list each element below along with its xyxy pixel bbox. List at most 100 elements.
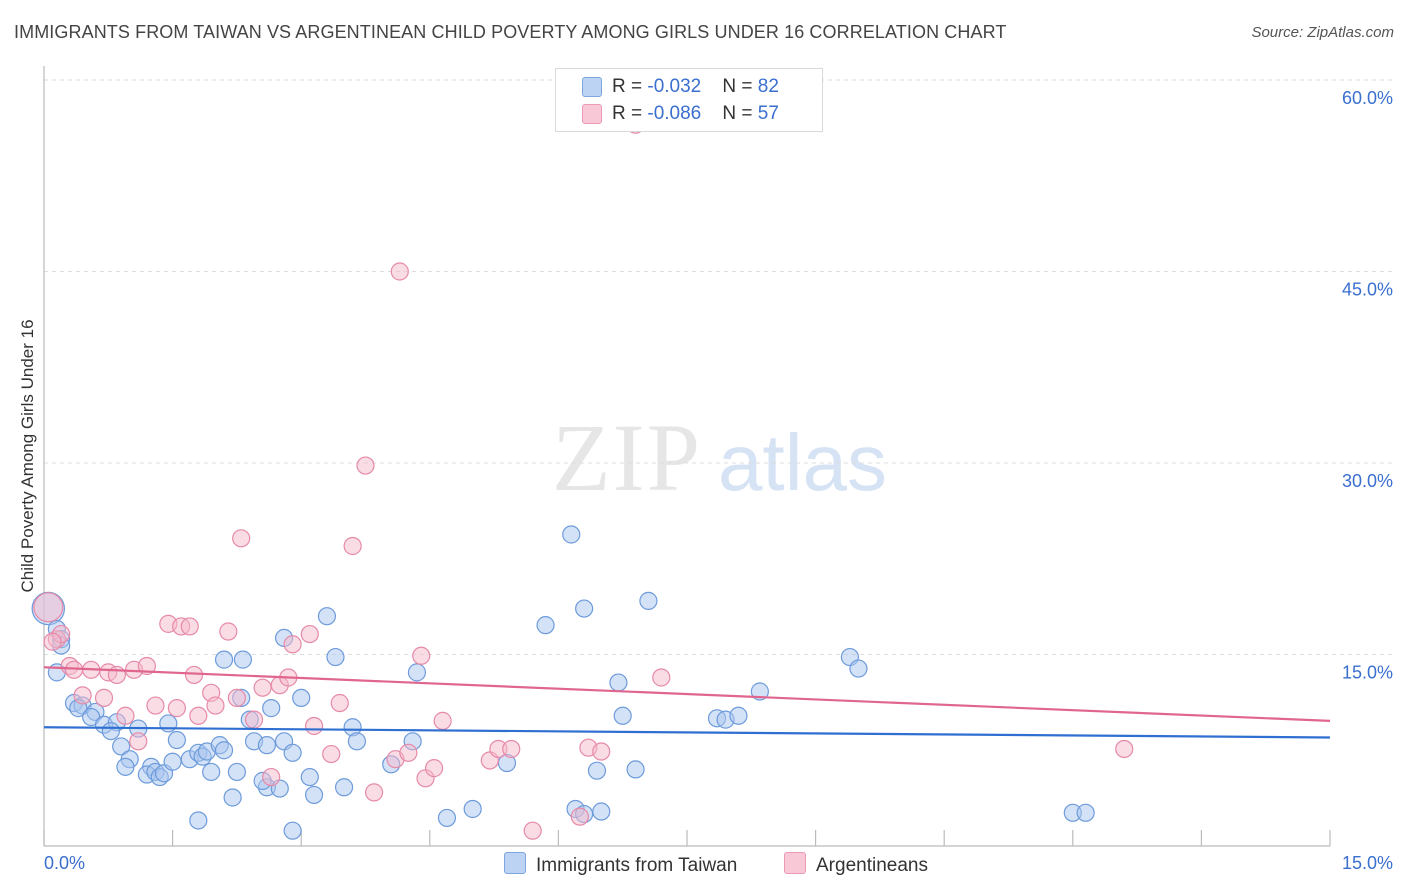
point-taiwan [587,761,607,780]
point-taiwan [407,663,427,682]
point-argentineans [262,767,281,787]
point-taiwan [729,706,748,725]
point-argentineans [227,688,246,708]
legend-r-value: -0.086 [647,103,702,124]
x-tick-label-min: 0.0% [44,853,85,873]
point-argentineans [283,635,302,654]
point-taiwan [283,743,302,762]
point-taiwan [223,788,242,807]
point-argentineans [180,617,199,636]
legend-swatch-argentineans [582,104,602,124]
point-taiwan [334,778,354,797]
trend-line-argentineans [43,666,1331,722]
chart-title: IMMIGRANTS FROM TAIWAN VS ARGENTINEAN CH… [14,22,1007,42]
point-argentineans [330,693,349,713]
point-argentineans [33,592,64,623]
point-taiwan [750,682,769,701]
point-argentineans [206,696,225,715]
point-argentineans [232,529,251,548]
point-argentineans [129,732,148,751]
point-argentineans [1115,739,1134,759]
y-tick-label: 30.0% [1342,471,1393,491]
point-taiwan [214,650,234,669]
point-argentineans [322,744,341,764]
point-argentineans [73,686,92,705]
y-tick-label: 15.0% [1342,663,1393,683]
bottom-legend-taiwan: Immigrants from Taiwan [504,852,737,877]
point-taiwan [613,706,632,725]
trend-line-taiwan [43,726,1331,739]
point-taiwan [257,736,277,755]
legend-r-label: R = [612,76,648,97]
point-argentineans [219,622,238,641]
point-argentineans [116,706,135,725]
point-argentineans [244,710,264,729]
point-taiwan [262,699,281,718]
point-taiwan [163,752,182,771]
legend-r-value: -0.032 [647,76,702,97]
point-taiwan [300,767,319,787]
point-taiwan [1076,803,1095,822]
point-taiwan [292,688,311,708]
legend-n-value: 57 [757,103,779,124]
legend-swatch-taiwan [582,77,602,97]
point-argentineans [523,821,542,840]
point-taiwan [463,799,482,819]
point-argentineans [43,632,62,651]
point-argentineans [189,706,208,725]
point-argentineans [502,739,521,759]
point-taiwan [575,599,594,618]
point-taiwan [116,757,135,776]
point-argentineans [433,711,452,730]
point-argentineans [146,696,165,715]
watermark-atlas: atlas [718,418,887,507]
point-argentineans [137,656,156,676]
y-tick-label: 60.0% [1342,88,1393,108]
x-tick-label-max: 15.0% [1342,853,1393,873]
point-taiwan [326,647,345,667]
point-argentineans [343,536,362,556]
correlation-legend: R = -0.032 N = 82 R = -0.086 N = 57 [555,68,823,132]
point-taiwan [304,785,324,805]
point-argentineans [424,759,444,778]
point-argentineans [390,262,409,281]
legend-n-label: N = [722,103,758,124]
bottom-legend-label-taiwan: Immigrants from Taiwan [536,855,738,876]
point-taiwan [214,741,234,760]
y-tick-label: 45.0% [1342,280,1393,300]
point-taiwan [347,732,367,751]
point-argentineans [399,743,418,762]
point-taiwan [189,811,208,830]
point-argentineans [652,668,671,687]
point-argentineans [94,688,114,708]
point-argentineans [304,716,324,736]
point-argentineans [300,624,319,644]
point-taiwan [227,762,246,782]
point-taiwan [536,616,555,635]
point-taiwan [202,762,221,782]
bottom-legend-swatch-argentineans [784,852,806,874]
point-argentineans [184,665,204,685]
point-argentineans [364,783,384,802]
point-taiwan [112,737,131,756]
point-taiwan [233,650,253,669]
point-taiwan [317,607,337,626]
legend-n-value: 82 [757,76,779,97]
point-argentineans [356,456,375,475]
watermark: ZIP atlas [552,404,887,511]
point-taiwan [437,808,457,828]
point-taiwan [167,730,186,750]
point-argentineans [167,699,186,718]
series-argentineans [33,115,1134,840]
source-label: Source: ZipAtlas.com [1251,24,1394,41]
point-taiwan [626,760,645,779]
bottom-legend-argentineans: Argentineans [784,852,928,877]
point-taiwan [562,525,581,544]
grid [44,79,1392,655]
point-argentineans [412,646,431,665]
bottom-legend-label-argentineans: Argentineans [816,855,928,876]
bottom-legend-swatch-taiwan [504,852,526,874]
axes [43,66,1331,847]
point-argentineans [253,678,272,697]
